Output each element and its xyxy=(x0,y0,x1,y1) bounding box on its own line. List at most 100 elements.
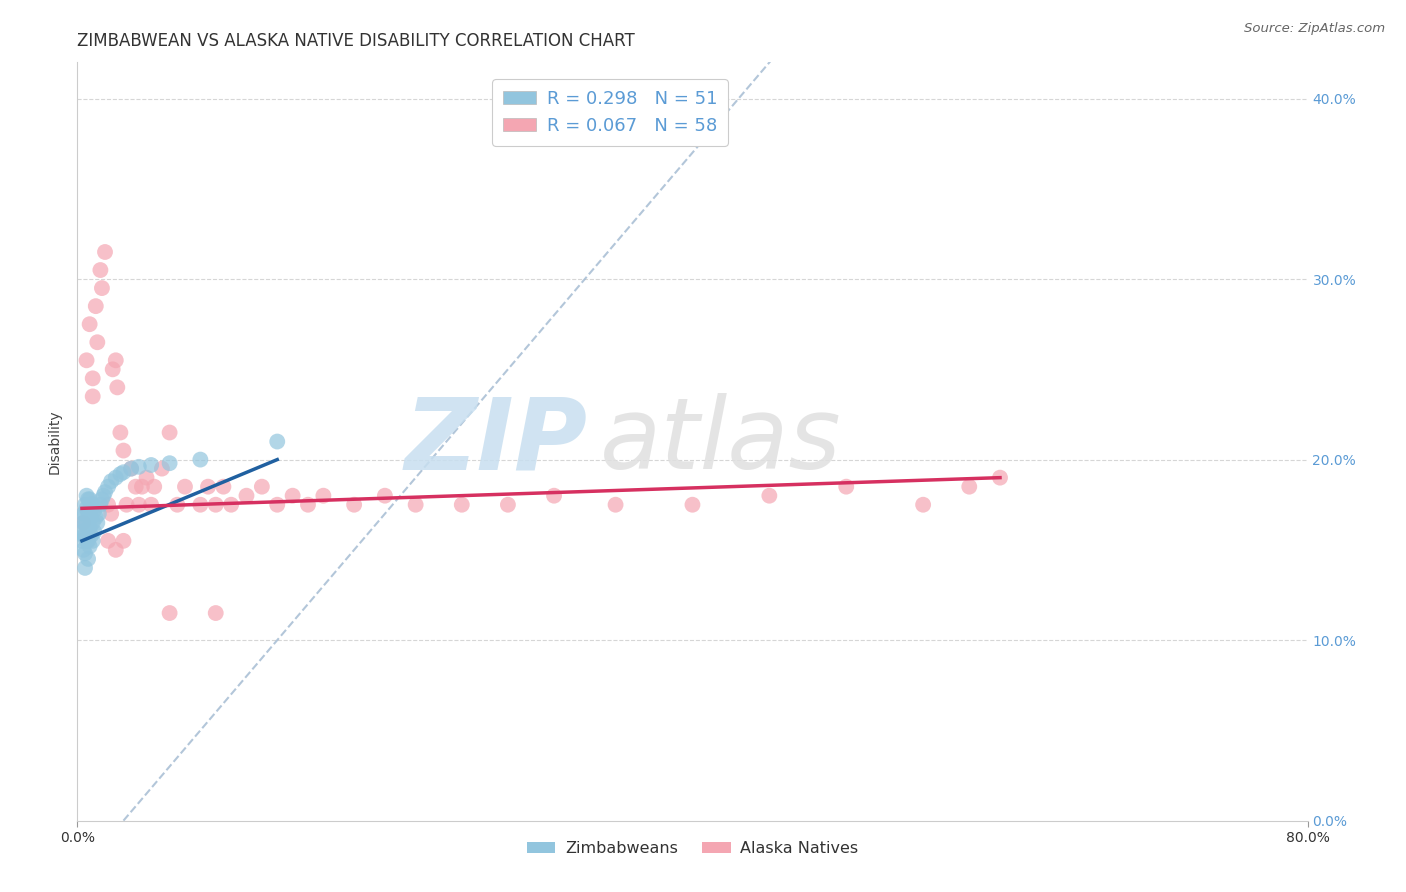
Point xyxy=(912,498,935,512)
Point xyxy=(266,434,288,449)
Point xyxy=(82,498,104,512)
Point xyxy=(80,528,103,542)
Point xyxy=(79,521,101,535)
Point xyxy=(73,498,96,512)
Point xyxy=(450,498,472,512)
Point xyxy=(188,452,212,467)
Point xyxy=(141,458,163,472)
Y-axis label: Disability: Disability xyxy=(48,409,62,474)
Point xyxy=(84,299,107,313)
Point xyxy=(105,380,128,394)
Point xyxy=(159,606,181,620)
Point xyxy=(110,467,132,481)
Point xyxy=(405,498,427,512)
Point xyxy=(90,281,114,295)
Text: ZIP: ZIP xyxy=(405,393,588,490)
Point xyxy=(143,480,166,494)
Point xyxy=(83,524,105,539)
Point xyxy=(159,456,181,470)
Point xyxy=(150,461,173,475)
Point xyxy=(94,244,117,259)
Point xyxy=(100,507,122,521)
Point xyxy=(496,498,519,512)
Point xyxy=(84,510,107,524)
Text: Source: ZipAtlas.com: Source: ZipAtlas.com xyxy=(1244,22,1385,36)
Point xyxy=(73,546,96,560)
Point xyxy=(94,485,117,500)
Point xyxy=(120,461,142,475)
Point xyxy=(758,489,780,503)
Point xyxy=(112,443,135,458)
Point xyxy=(115,498,138,512)
Point xyxy=(80,498,103,512)
Point xyxy=(125,480,148,494)
Point xyxy=(101,362,124,376)
Point xyxy=(79,317,101,331)
Point xyxy=(204,498,226,512)
Point xyxy=(73,561,96,575)
Point xyxy=(250,480,273,494)
Point xyxy=(76,516,98,530)
Point xyxy=(83,503,105,517)
Point xyxy=(77,552,100,566)
Point xyxy=(87,507,110,521)
Point xyxy=(86,516,108,530)
Point xyxy=(988,470,1011,484)
Point xyxy=(89,263,111,277)
Point xyxy=(76,353,98,368)
Point xyxy=(72,528,94,542)
Point xyxy=(297,498,319,512)
Point xyxy=(80,510,103,524)
Point xyxy=(73,507,96,521)
Point xyxy=(312,489,335,503)
Point xyxy=(159,425,181,440)
Point xyxy=(82,516,104,530)
Point xyxy=(219,498,242,512)
Point xyxy=(605,498,627,512)
Point xyxy=(70,533,93,548)
Point xyxy=(82,371,104,385)
Point xyxy=(77,521,100,535)
Point xyxy=(197,480,219,494)
Point xyxy=(682,498,704,512)
Point xyxy=(120,461,142,475)
Point xyxy=(112,465,135,479)
Point xyxy=(93,489,115,503)
Point xyxy=(141,498,163,512)
Point xyxy=(104,353,127,368)
Text: atlas: atlas xyxy=(600,393,842,490)
Point xyxy=(82,389,104,403)
Point xyxy=(70,524,93,539)
Point xyxy=(235,489,257,503)
Point xyxy=(77,492,100,507)
Point xyxy=(112,533,135,548)
Point xyxy=(72,542,94,557)
Point xyxy=(174,480,197,494)
Point xyxy=(97,480,120,494)
Point xyxy=(79,507,101,521)
Point xyxy=(266,498,288,512)
Point xyxy=(77,507,100,521)
Point xyxy=(128,459,150,474)
Point xyxy=(72,516,94,530)
Point xyxy=(76,501,98,516)
Point xyxy=(72,507,94,521)
Point xyxy=(104,470,127,484)
Point xyxy=(90,492,114,507)
Point xyxy=(76,489,98,503)
Point xyxy=(104,542,127,557)
Point xyxy=(86,335,108,350)
Point xyxy=(131,480,153,494)
Point xyxy=(374,489,396,503)
Point xyxy=(89,498,111,512)
Point xyxy=(76,533,98,548)
Point xyxy=(97,498,120,512)
Point xyxy=(72,516,94,530)
Point xyxy=(166,498,188,512)
Point xyxy=(100,475,122,489)
Point xyxy=(212,480,235,494)
Point xyxy=(79,492,101,507)
Point xyxy=(135,470,157,484)
Point xyxy=(281,489,304,503)
Point xyxy=(73,528,96,542)
